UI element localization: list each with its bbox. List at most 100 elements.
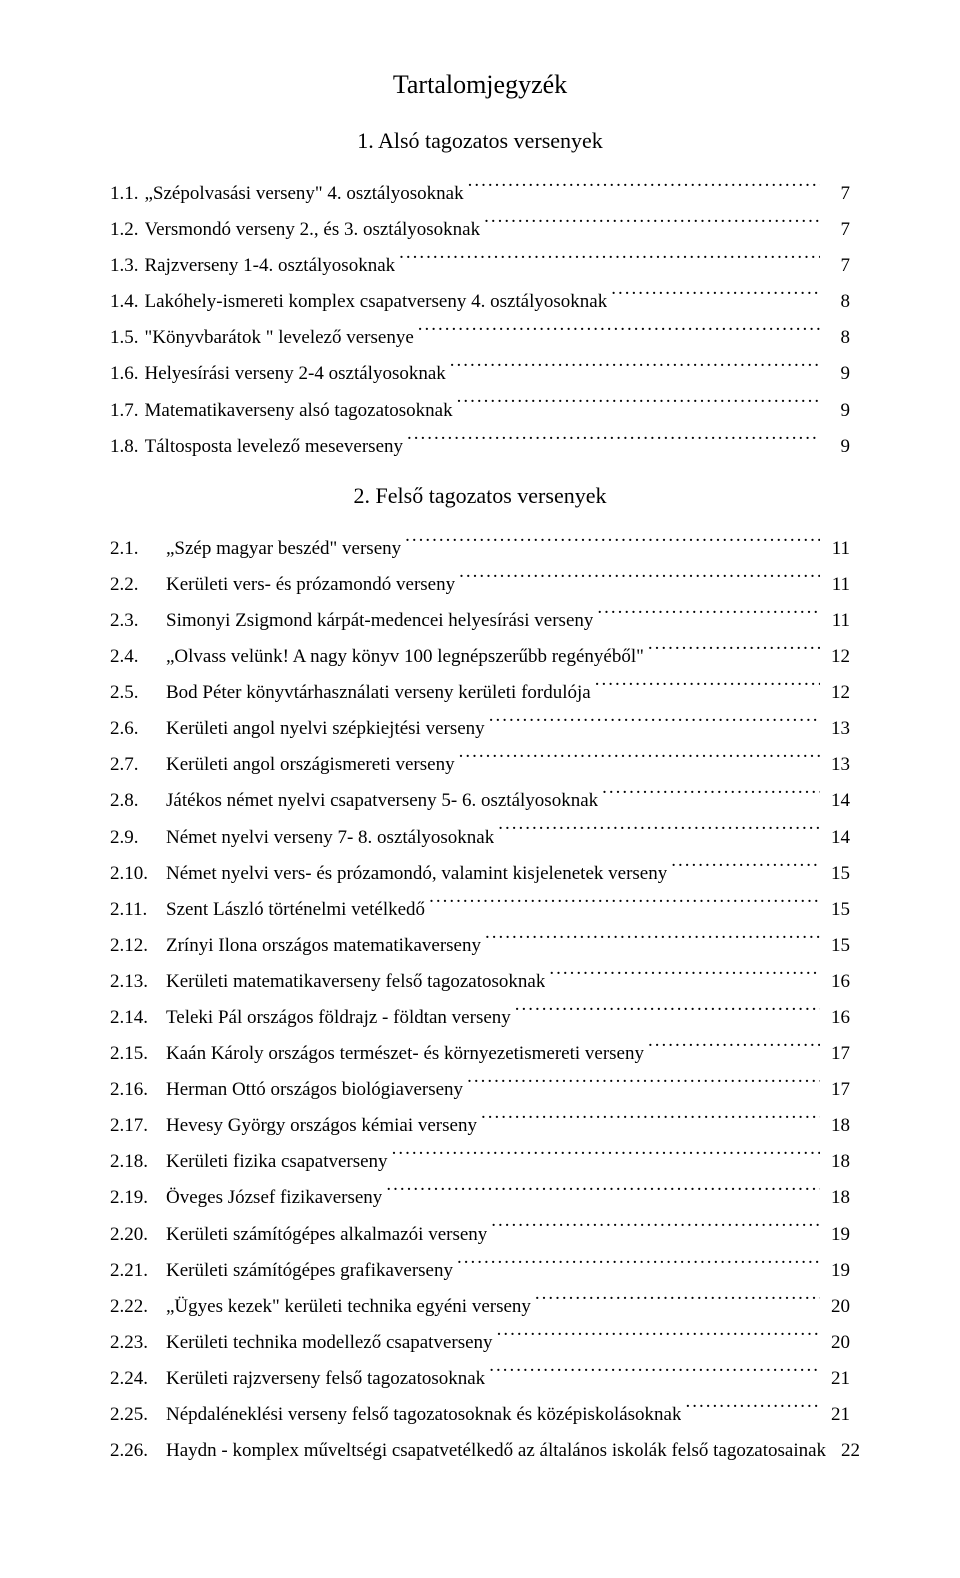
toc-entry-number: 2.8. [110,783,166,819]
toc-entry-page: 15 [824,856,850,892]
toc-entry-page: 17 [824,1036,850,1072]
toc-row: 1.2.Versmondó verseny 2., és 3. osztályo… [110,212,850,248]
toc-row: 2.2.Kerületi vers- és prózamondó verseny… [110,567,850,603]
toc-entry-page: 20 [824,1325,850,1361]
toc-leader-dots [602,787,820,806]
toc-entry-number: 2.14. [110,1000,166,1036]
toc-entry-label: „Szép magyar beszéd" verseny [166,531,401,567]
toc-leader-dots [484,216,820,235]
toc-entry-page: 20 [824,1289,850,1325]
toc-entry-label: Hevesy György országos kémiai verseny [166,1108,477,1144]
toc-row: 2.5.Bod Péter könyvtárhasználati verseny… [110,675,850,711]
toc-entry-page: 12 [824,639,850,675]
toc-entry-label: Helyesírási verseny 2-4 osztályosoknak [145,356,446,392]
toc-entry-page: 14 [824,783,850,819]
toc-row: 2.10.Német nyelvi vers- és prózamondó, v… [110,856,850,892]
toc-row: 2.6.Kerületi angol nyelvi szépkiejtési v… [110,711,850,747]
toc-entry-number: 2.23. [110,1325,166,1361]
toc-row: 2.20.Kerületi számítógépes alkalmazói ve… [110,1217,850,1253]
toc-row: 2.24.Kerületi rajzverseny felső tagozato… [110,1361,850,1397]
toc-section-2: 2.1.„Szép magyar beszéd" verseny112.2.Ke… [110,531,850,1469]
toc-leader-dots [418,324,820,343]
toc-entry-number: 1.1. [110,176,145,212]
toc-row: 2.8.Játékos német nyelvi csapatverseny 5… [110,783,850,819]
toc-entry-number: 1.4. [110,284,145,320]
toc-entry-page: 12 [824,675,850,711]
toc-row: 2.13.Kerületi matematikaverseny felső ta… [110,964,850,1000]
toc-row: 2.11.Szent László történelmi vetélkedő15 [110,892,850,928]
toc-entry-label: Szent László történelmi vetélkedő [166,892,425,928]
toc-entry-page: 7 [824,248,850,284]
toc-entry-number: 2.24. [110,1361,166,1397]
toc-entry-number: 2.13. [110,964,166,1000]
toc-row: 2.15.Kaán Károly országos természet- és … [110,1036,850,1072]
toc-leader-dots [648,643,820,662]
toc-entry-number: 1.7. [110,393,145,429]
toc-entry-page: 13 [824,711,850,747]
toc-entry-number: 2.2. [110,567,166,603]
toc-leader-dots [468,180,820,199]
toc-leader-dots [497,1329,820,1348]
section-1-heading: 1. Alsó tagozatos versenyek [110,128,850,154]
toc-entry-label: Lakóhely-ismereti komplex csapatverseny … [145,284,608,320]
toc-leader-dots [498,824,820,843]
toc-entry-label: Kerületi vers- és prózamondó verseny [166,567,455,603]
toc-entry-label: Kerületi számítógépes alkalmazói verseny [166,1217,487,1253]
toc-leader-dots [392,1148,820,1167]
toc-entry-label: "Könyvbarátok " levelező versenye [145,320,414,356]
toc-leader-dots [399,252,820,271]
toc-entry-label: Kerületi angol nyelvi szépkiejtési verse… [166,711,485,747]
toc-entry-number: 2.17. [110,1108,166,1144]
toc-leader-dots [457,1257,820,1276]
toc-entry-page: 18 [824,1144,850,1180]
toc-entry-page: 16 [824,1000,850,1036]
toc-row: 1.6.Helyesírási verseny 2-4 osztályosokn… [110,356,850,392]
toc-entry-number: 2.18. [110,1144,166,1180]
toc-leader-dots [549,968,820,987]
toc-entry-number: 2.15. [110,1036,166,1072]
toc-row: 2.18.Kerületi fizika csapatverseny18 [110,1144,850,1180]
toc-leader-dots [450,360,820,379]
toc-entry-number: 2.9. [110,820,166,856]
toc-entry-number: 2.19. [110,1180,166,1216]
toc-entry-page: 17 [824,1072,850,1108]
toc-row: 2.26.Haydn - komplex műveltségi csapatve… [110,1433,850,1469]
toc-entry-number: 2.20. [110,1217,166,1253]
toc-entry-label: Bod Péter könyvtárhasználati verseny ker… [166,675,591,711]
toc-leader-dots [407,433,820,452]
toc-row: 2.25.Népdaléneklési verseny felső tagoza… [110,1397,850,1433]
toc-entry-label: Matematikaverseny alsó tagozatosoknak [145,393,453,429]
toc-entry-page: 21 [824,1397,850,1433]
toc-leader-dots [405,535,820,554]
toc-leader-dots [485,932,820,951]
toc-entry-page: 9 [824,356,850,392]
toc-entry-page: 18 [824,1180,850,1216]
toc-leader-dots [489,1365,820,1384]
toc-row: 2.16.Herman Ottó országos biológiaversen… [110,1072,850,1108]
toc-entry-label: „Olvass velünk! A nagy könyv 100 legnéps… [166,639,644,675]
toc-entry-page: 21 [824,1361,850,1397]
toc-entry-label: Játékos német nyelvi csapatverseny 5- 6.… [166,783,598,819]
toc-entry-label: Simonyi Zsigmond kárpát-medencei helyesí… [166,603,593,639]
toc-leader-dots [459,751,820,770]
toc-entry-page: 7 [824,176,850,212]
toc-entry-page: 19 [824,1253,850,1289]
toc-leader-dots [459,571,820,590]
toc-entry-label: Versmondó verseny 2., és 3. osztályosokn… [145,212,481,248]
toc-entry-number: 2.6. [110,711,166,747]
toc-row: 2.12.Zrínyi Ilona országos matematikaver… [110,928,850,964]
toc-entry-number: 2.3. [110,603,166,639]
toc-entry-number: 2.4. [110,639,166,675]
toc-row: 2.1.„Szép magyar beszéd" verseny11 [110,531,850,567]
toc-section-1: 1.1.„Szépolvasási verseny" 4. osztályoso… [110,176,850,465]
toc-entry-label: Zrínyi Ilona országos matematikaverseny [166,928,481,964]
toc-entry-number: 2.25. [110,1397,166,1433]
toc-row: 2.4.„Olvass velünk! A nagy könyv 100 leg… [110,639,850,675]
toc-entry-page: 11 [824,567,850,603]
toc-entry-page: 9 [824,393,850,429]
toc-entry-number: 2.7. [110,747,166,783]
toc-leader-dots [489,715,820,734]
toc-row: 2.22.„Ügyes kezek" kerületi technika egy… [110,1289,850,1325]
toc-row: 1.5."Könyvbarátok " levelező versenye8 [110,320,850,356]
toc-leader-dots [481,1112,820,1131]
